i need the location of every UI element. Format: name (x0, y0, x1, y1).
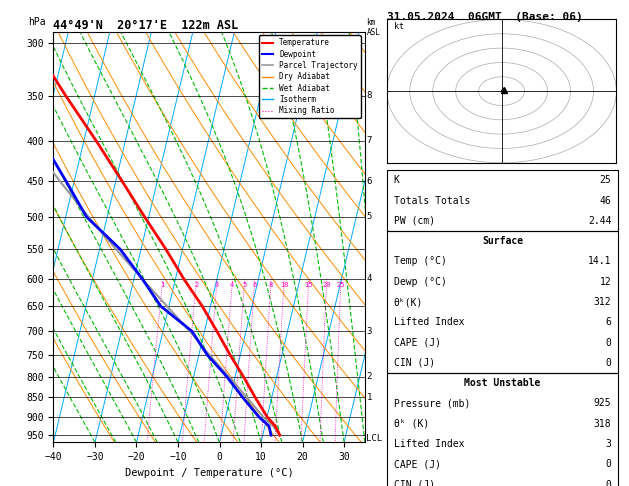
Text: 6: 6 (252, 282, 257, 288)
Text: 7: 7 (366, 137, 372, 145)
Text: Surface: Surface (482, 236, 523, 246)
Bar (387, 231, 618, 373)
Text: CAPE (J): CAPE (J) (394, 338, 441, 347)
Text: km
ASL: km ASL (366, 18, 381, 37)
Text: Lifted Index: Lifted Index (394, 439, 464, 449)
Text: Pressure (mb): Pressure (mb) (394, 399, 470, 409)
Text: PW (cm): PW (cm) (394, 216, 435, 226)
Text: 2: 2 (366, 372, 372, 381)
Text: Dewp (°C): Dewp (°C) (394, 277, 447, 287)
Text: hPa: hPa (28, 17, 46, 28)
X-axis label: Dewpoint / Temperature (°C): Dewpoint / Temperature (°C) (125, 468, 294, 478)
Text: Totals Totals: Totals Totals (394, 195, 470, 206)
Text: 1: 1 (160, 282, 165, 288)
Text: 8: 8 (366, 91, 372, 100)
Bar (387, 373, 618, 486)
Text: 44°49'N  20°17'E  122m ASL: 44°49'N 20°17'E 122m ASL (53, 18, 239, 32)
Text: 0: 0 (606, 480, 611, 486)
Text: 4: 4 (366, 275, 372, 283)
Text: 46: 46 (599, 195, 611, 206)
Text: 3: 3 (215, 282, 219, 288)
Text: CIN (J): CIN (J) (394, 480, 435, 486)
Text: 12: 12 (599, 277, 611, 287)
Text: K: K (394, 175, 399, 185)
Text: 0: 0 (606, 358, 611, 368)
Text: 3: 3 (606, 439, 611, 449)
Text: θᵏ(K): θᵏ(K) (394, 297, 423, 307)
Text: kt: kt (394, 22, 404, 32)
Text: 4: 4 (230, 282, 235, 288)
Text: 318: 318 (594, 419, 611, 429)
Text: 2.44: 2.44 (588, 216, 611, 226)
Text: CIN (J): CIN (J) (394, 358, 435, 368)
Text: 0: 0 (606, 338, 611, 347)
Text: 6: 6 (606, 317, 611, 327)
Text: 312: 312 (594, 297, 611, 307)
Text: Lifted Index: Lifted Index (394, 317, 464, 327)
Bar (387, 170, 618, 231)
Text: 2: 2 (194, 282, 198, 288)
Text: 8: 8 (269, 282, 273, 288)
Text: 10: 10 (280, 282, 289, 288)
Text: 1: 1 (366, 393, 372, 402)
Text: 0: 0 (606, 459, 611, 469)
Text: 20: 20 (323, 282, 331, 288)
Legend: Temperature, Dewpoint, Parcel Trajectory, Dry Adiabat, Wet Adiabat, Isotherm, Mi: Temperature, Dewpoint, Parcel Trajectory… (259, 35, 361, 118)
Text: 5: 5 (366, 212, 372, 221)
Text: Most Unstable: Most Unstable (464, 378, 541, 388)
Text: 6: 6 (366, 176, 372, 186)
Text: 925: 925 (594, 399, 611, 409)
Text: 5: 5 (242, 282, 247, 288)
Text: 25: 25 (337, 282, 345, 288)
Text: θᵏ (K): θᵏ (K) (394, 419, 429, 429)
Text: CAPE (J): CAPE (J) (394, 459, 441, 469)
Text: 3: 3 (366, 327, 372, 336)
Text: 14.1: 14.1 (588, 257, 611, 266)
Text: Temp (°C): Temp (°C) (394, 257, 447, 266)
Text: 31.05.2024  06GMT  (Base: 06): 31.05.2024 06GMT (Base: 06) (387, 12, 582, 22)
Text: LCL: LCL (366, 434, 382, 443)
Text: 15: 15 (304, 282, 313, 288)
Text: 25: 25 (599, 175, 611, 185)
